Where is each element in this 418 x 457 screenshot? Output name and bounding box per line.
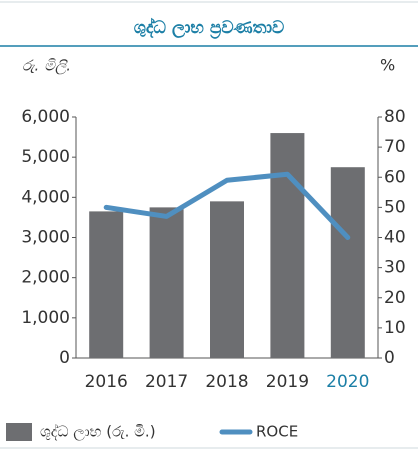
- bar: [210, 201, 244, 358]
- y-tick-label: 5,000: [21, 147, 70, 167]
- line: [103, 171, 351, 240]
- x-tick-label: 2019: [266, 372, 309, 392]
- y-tick-label: 6,000: [21, 107, 70, 127]
- legend-label: ශුද්ධ ලාභ (රු. මි.): [40, 422, 156, 440]
- legend-label: ROCE: [256, 423, 298, 441]
- y-tick-label: 1,000: [21, 308, 70, 328]
- y2-tick-label: 50: [384, 197, 406, 217]
- bar: [89, 211, 124, 358]
- y-tick-label: 3,000: [21, 228, 70, 248]
- y2-tick-label: 10: [384, 318, 406, 338]
- y-tick-label: 0: [59, 348, 70, 368]
- y-axis-label: රු. මිලි.: [22, 57, 71, 75]
- bar: [330, 167, 365, 358]
- x-tick-label: 2018: [205, 372, 248, 392]
- y-tick-label: 4,000: [21, 187, 70, 207]
- y2-tick-label: 60: [384, 167, 406, 187]
- bar: [149, 207, 184, 358]
- y2-tick-label: 30: [384, 258, 406, 278]
- y2-tick-label: 40: [384, 228, 406, 248]
- legend-swatch: [6, 423, 32, 441]
- x-tick-label: 2016: [85, 372, 128, 392]
- y2-tick-label: 70: [384, 137, 406, 157]
- x-tick-label: 2020: [326, 372, 369, 392]
- y2-tick-label: 0: [384, 348, 395, 368]
- x-tick-label: 2017: [145, 372, 188, 392]
- chart-title: ශුද්ධ ලාභ ප්‍රවණතාව: [134, 17, 285, 39]
- y2-axis-label: %: [380, 56, 395, 75]
- y-tick-label: 2,000: [21, 268, 70, 288]
- y2-tick-label: 20: [384, 288, 406, 308]
- y2-tick-label: 80: [384, 107, 406, 127]
- bar: [270, 133, 305, 358]
